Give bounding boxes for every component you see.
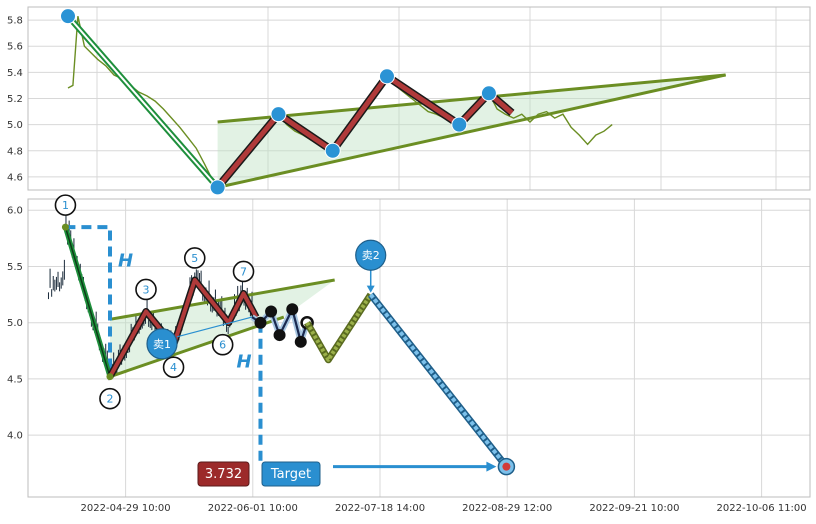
triangle-lower-line: [217, 73, 726, 189]
projection-dot: [273, 329, 286, 342]
pivot-number-bubble: [54, 194, 77, 216]
projection-dot: [254, 316, 267, 329]
pivot-number-bubble: [99, 387, 121, 410]
pivot-number-bubble: [135, 278, 157, 301]
y-tick-label: 5.2: [7, 94, 23, 105]
projection-dot: [286, 303, 299, 316]
target-arrow-head: [486, 461, 497, 472]
pivot-number-bubble: [232, 260, 255, 283]
target-value-label: 3.732: [205, 467, 242, 482]
x-tick-label: 2022-07-18 14:00: [335, 503, 425, 514]
projection-dot: [294, 335, 307, 348]
forecast-line: [305, 293, 373, 362]
x-tick-label: 2022-09-21 10:00: [589, 503, 679, 514]
y-tick-label: 4.8: [7, 146, 23, 157]
h-height-bracket: [65, 225, 112, 377]
h-label: H: [236, 352, 251, 373]
forecast-panel: 4.0 4.5 5.0 5.5 6.0 2022-04-29 10:00 2022-06-0…: [7, 194, 811, 514]
triangle-upper-line: [217, 73, 726, 124]
panel-frame: [27, 198, 811, 498]
pivot-marker: [61, 223, 69, 231]
sell-bubble: [355, 239, 387, 271]
pivot-dot: [209, 179, 226, 196]
forecast-outline: [304, 292, 374, 364]
pivot-dot: [480, 85, 497, 102]
target-value-box: [197, 461, 250, 487]
y-tick-label: 4.0: [7, 431, 23, 442]
x-tick-label: 2022-08-29 12:00: [462, 503, 552, 514]
pivot-number: 2: [106, 393, 113, 406]
x-tick-label: 2022-04-29 10:00: [81, 503, 171, 514]
y-tick-label: 4.5: [7, 374, 23, 385]
y-tick-label: 5.5: [7, 262, 23, 273]
pivot-dot: [324, 142, 341, 159]
sell-label: 卖2: [362, 249, 380, 262]
target-label: Target: [270, 467, 311, 482]
y-tick-label: 4.6: [7, 172, 23, 183]
zigzag-line: [108, 278, 258, 378]
pivot-number-bubble: [162, 356, 185, 378]
pivot-number: 3: [143, 283, 150, 296]
x-tick-label: 2022-06-01 10:00: [208, 503, 298, 514]
h-label: H: [118, 250, 133, 271]
target-point-center: [502, 462, 511, 471]
target-label-box: [261, 461, 321, 487]
triangle-lower-line: [109, 315, 285, 379]
sell-pointer: [176, 316, 253, 338]
target-path-line: [369, 293, 508, 468]
pivot-dot: [378, 68, 395, 85]
sell-bubble: [146, 328, 178, 360]
pivot-number: 1: [62, 199, 69, 212]
projection-dot: [265, 305, 278, 318]
y-tick-label: 5.8: [7, 16, 23, 27]
pivot-number: 5: [191, 252, 198, 265]
y-tick-label: 5.4: [7, 68, 23, 79]
pivot-number: 6: [219, 339, 226, 352]
pivot-dot: [270, 106, 287, 123]
pivot-number: 7: [240, 265, 247, 278]
impulse-leg-inner: [64, 226, 111, 377]
pivot-marker: [106, 373, 114, 381]
y-tick-label: 6.0: [7, 206, 23, 217]
sell-arrow-head: [366, 285, 375, 293]
sell-label: 卖1: [153, 338, 171, 351]
y-tick-label: 5.0: [7, 120, 23, 131]
y-tick-label: 5.6: [7, 42, 23, 53]
y-tick-label: 5.0: [7, 318, 23, 329]
pivot-number: 4: [170, 361, 177, 374]
impulse-leg-inner: [67, 15, 219, 189]
pivot-dot: [451, 116, 468, 133]
pivot-dot: [60, 8, 76, 25]
overview-panel: 4.6 4.8 5.0 5.2 5.4 5.6 5.8: [7, 6, 811, 196]
pivot-number-bubble: [183, 247, 206, 269]
panel-frame: [27, 6, 811, 191]
pivot-number-bubble: [211, 333, 234, 356]
x-tick-label: 2022-10-06 11:00: [717, 503, 807, 514]
